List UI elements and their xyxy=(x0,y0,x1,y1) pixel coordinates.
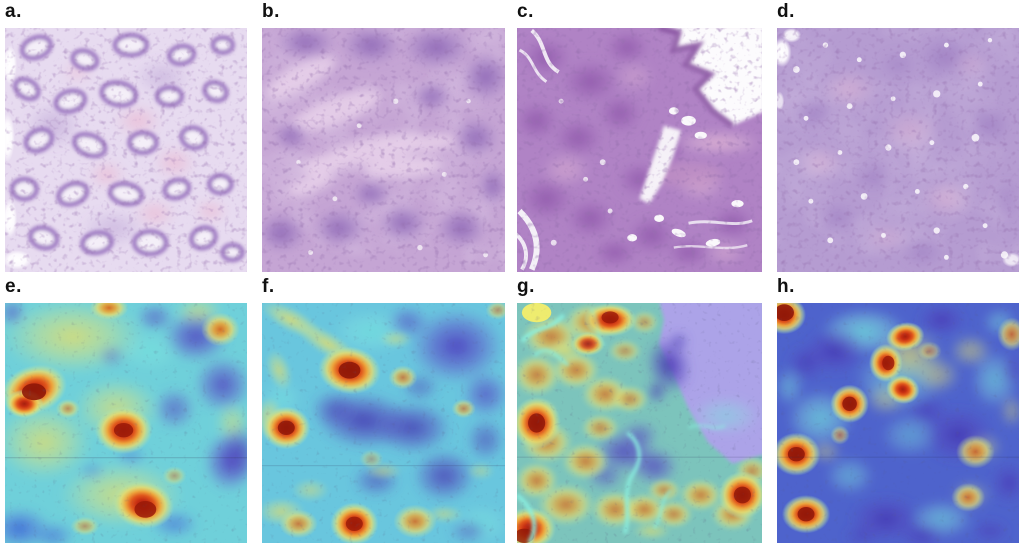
panel-f-image xyxy=(262,303,505,543)
panel-g: g. xyxy=(517,275,762,543)
panel-e-label: e. xyxy=(5,276,22,297)
panel-h-label: h. xyxy=(777,276,795,297)
panel-c-image xyxy=(517,28,762,272)
panel-b-image xyxy=(262,28,505,272)
panel-h-image xyxy=(777,303,1019,543)
panel-g-label: g. xyxy=(517,276,535,297)
heatmap-image-e xyxy=(5,303,247,543)
panel-g-image xyxy=(517,303,762,543)
panel-e-image xyxy=(5,303,247,543)
heatmap-image-f xyxy=(262,303,505,543)
heatmap-image-h xyxy=(777,303,1019,543)
he-histology-image-b xyxy=(262,28,505,272)
he-histology-image-a xyxy=(5,28,247,272)
he-histology-image-d xyxy=(777,28,1019,272)
panel-e: e. xyxy=(5,275,247,543)
panel-b: b. xyxy=(262,0,505,272)
panel-b-label: b. xyxy=(262,1,280,22)
panel-d-label: d. xyxy=(777,1,795,22)
panel-a: a. xyxy=(5,0,247,272)
panel-c: c. xyxy=(517,0,762,272)
panel-h: h. xyxy=(777,275,1019,543)
heatmap-image-g xyxy=(517,303,762,543)
panel-f-label: f. xyxy=(262,276,275,297)
panel-a-image xyxy=(5,28,247,272)
he-histology-image-c xyxy=(517,28,762,272)
panel-a-label: a. xyxy=(5,1,22,22)
panel-d: d. xyxy=(777,0,1019,272)
panel-d-image xyxy=(777,28,1019,272)
panel-c-label: c. xyxy=(517,1,534,22)
panel-f: f. xyxy=(262,275,505,543)
